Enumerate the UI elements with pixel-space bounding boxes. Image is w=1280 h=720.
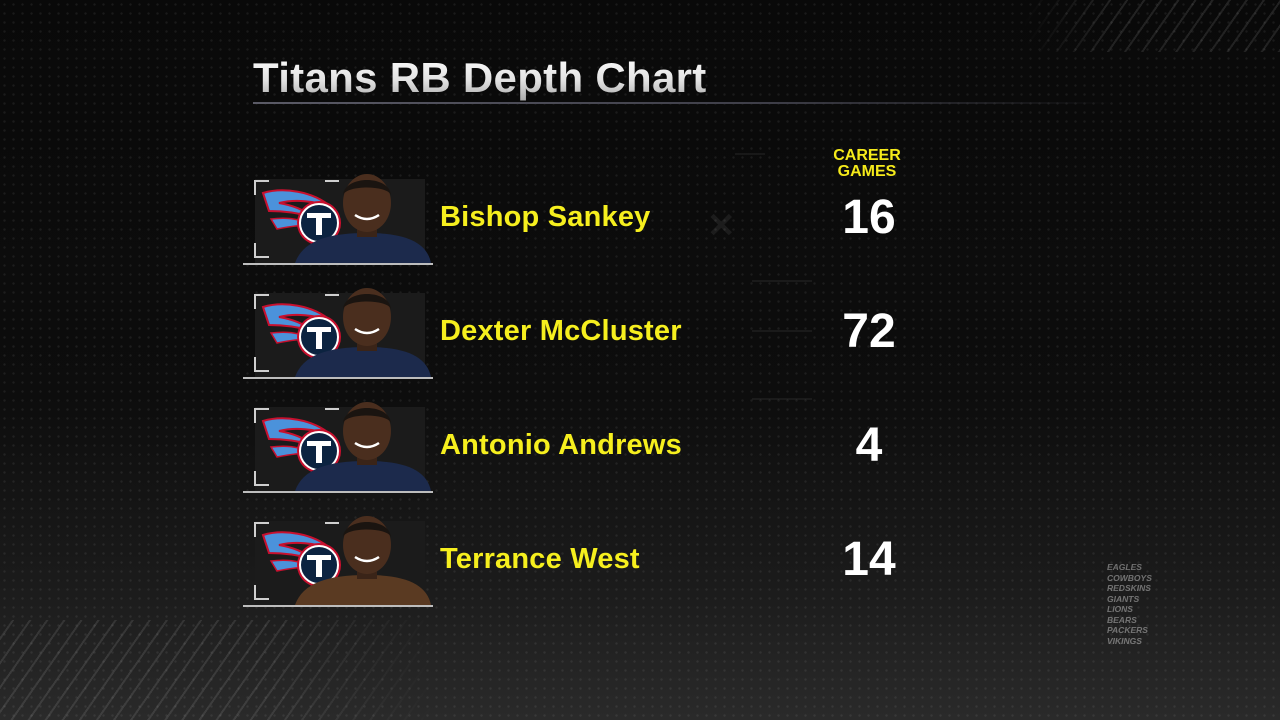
team-list-item: BEARS [1107,614,1137,625]
career-games-value: 4 [855,419,883,472]
team-list-item: LIONS [1107,604,1133,614]
row-divider [243,491,433,493]
team-list-item: GIANTS [1107,593,1140,604]
background-decor-line [752,398,812,400]
career-games-column-header: CAREER GAMES [812,148,922,180]
player-row: Dexter McCluster 72 [243,281,943,381]
player-headshot-card [243,395,433,491]
team-list-item: PACKERS [1107,625,1148,635]
row-divider [243,263,433,265]
career-games-value: 14 [842,533,896,586]
player-photo [295,402,431,491]
player-name: Bishop Sankey [440,201,651,233]
titans-logo-icon [261,303,341,359]
player-headshot-card [243,167,433,263]
player-name: Terrance West [440,543,640,575]
team-list-watermark: EAGLES COWBOYS REDSKINS GIANTS LIONS BEARS PAC… [1107,562,1187,646]
titans-logo-icon [261,189,341,245]
row-divider [243,377,433,379]
career-games-value: 16 [842,191,896,244]
career-games-value: 72 [842,305,896,358]
team-list-item: VIKINGS [1107,635,1142,646]
team-list-item: REDSKINS [1107,583,1151,593]
background-decor-line [752,330,812,332]
background-decor-line [735,153,765,155]
player-photo [295,516,431,605]
page-title: Titans RB Depth Chart [253,54,707,101]
player-photo [295,288,431,377]
titans-logo-icon [261,417,341,473]
player-row: Bishop Sankey 16 [243,167,943,267]
title-underline [253,102,1113,104]
player-photo [295,174,431,263]
column-header-line2: GAMES [837,163,897,180]
player-name: Dexter McCluster [440,315,682,347]
titans-logo-icon [261,531,341,587]
team-list-item: COWBOYS [1107,572,1152,583]
player-row: Terrance West 14 [243,509,943,609]
background-x-mark: ✕ [707,207,736,245]
player-row: Antonio Andrews 4 [243,395,943,495]
diagonal-stripes-top-right [1020,0,1280,52]
team-list-item: EAGLES [1107,562,1142,572]
row-divider [243,605,433,607]
player-name: Antonio Andrews [440,429,682,461]
diagonal-stripes-bottom-left [0,620,440,720]
player-headshot-card [243,509,433,605]
player-headshot-card [243,281,433,377]
column-header-line1: CAREER [833,147,901,164]
background-decor-line [752,280,812,282]
